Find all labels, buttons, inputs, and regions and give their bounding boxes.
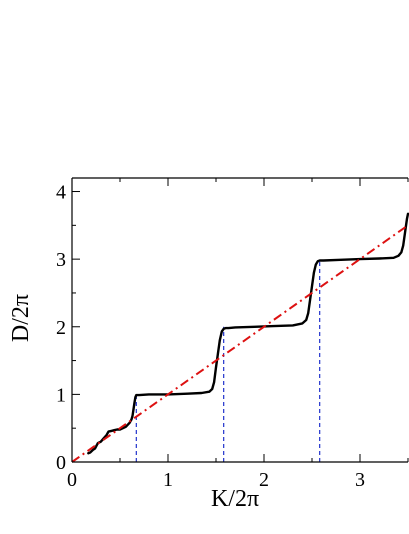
x-tick-label-3: 3 xyxy=(355,469,365,491)
y-tick-label-2: 2 xyxy=(56,317,66,339)
x-tick-label-2: 2 xyxy=(259,469,269,491)
y-axis-label: D/2π xyxy=(8,294,34,342)
data-layer xyxy=(71,212,409,463)
x-tick-label-0: 0 xyxy=(67,469,77,491)
y-tick-label-4: 4 xyxy=(56,182,66,204)
x-tick-label-1: 1 xyxy=(163,469,173,491)
x-axis-label: K/2π xyxy=(211,486,259,512)
y-tick-label-1: 1 xyxy=(56,384,66,406)
staircase-series-line xyxy=(87,212,409,455)
axes-layer: 0 1 2 3 0 1 2 3 4 xyxy=(56,177,409,491)
y-tick-label-0: 0 xyxy=(56,452,66,474)
y-tick-label-3: 3 xyxy=(56,249,66,271)
reference-series-line xyxy=(71,224,409,463)
